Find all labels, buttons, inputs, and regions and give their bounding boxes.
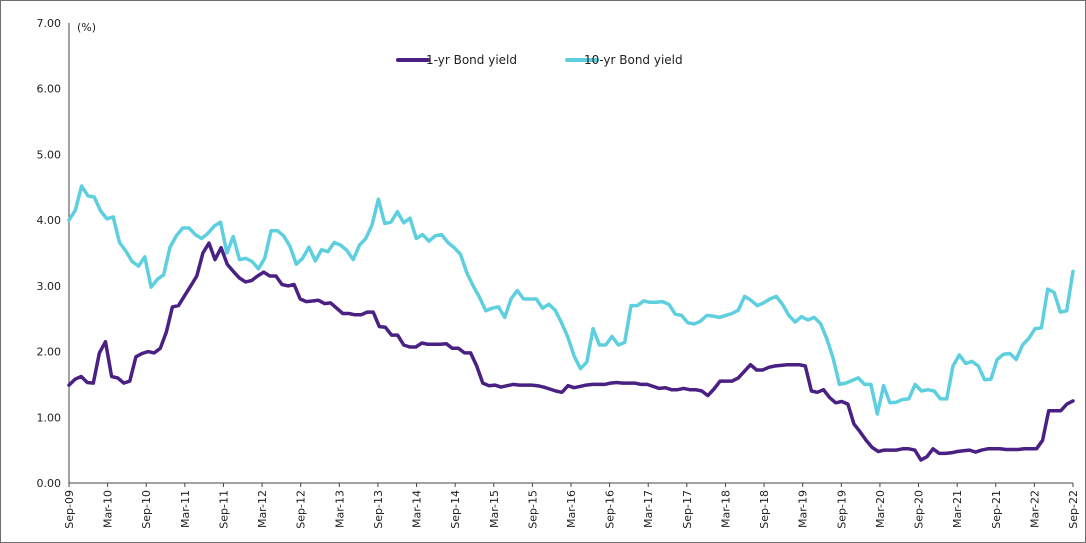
x-tick-label: Sep-11 — [217, 490, 230, 529]
x-axis: Sep-09 Mar-10 Sep-10 Mar-11 Sep-11 Mar-12 Sep-… — [63, 482, 1080, 529]
x-tick-label: Sep-10 — [140, 490, 153, 529]
x-tick-label: Mar-18 — [719, 490, 732, 528]
x-tick-label: Sep-17 — [681, 490, 694, 529]
legend-label-1yr: 1-yr Bond yield — [426, 53, 517, 67]
x-tick-label: Mar-14 — [411, 490, 424, 528]
legend: 1-yr Bond yield 10-yr Bond yield — [396, 53, 683, 67]
x-tick-label: Sep-20 — [913, 490, 926, 529]
x-tick-label: Mar-13 — [333, 490, 346, 528]
x-tick-label: Mar-16 — [565, 490, 578, 528]
x-tick-label: Sep-13 — [372, 490, 385, 529]
series-layer — [67, 184, 1075, 462]
x-tick-label: Mar-21 — [951, 490, 964, 528]
y-tick-label: 7.00 — [37, 17, 62, 30]
x-tick-label: Mar-15 — [488, 490, 501, 528]
x-tick-label: Sep-21 — [990, 490, 1003, 529]
x-tick-label: Mar-10 — [102, 490, 115, 528]
x-tick-label: Sep-22 — [1067, 490, 1080, 529]
x-tick-label: Mar-11 — [179, 490, 192, 528]
x-tick-label: Sep-19 — [835, 490, 848, 529]
x-tick-label: Sep-12 — [295, 490, 308, 529]
series-line-1yr-bond-yield — [67, 241, 1075, 462]
y-tick-label: 0.00 — [37, 477, 62, 490]
x-tick-label: Mar-22 — [1028, 490, 1041, 528]
x-tick-label: Mar-19 — [797, 490, 810, 528]
y-tick-label: 3.00 — [37, 280, 62, 293]
x-tick-label: Sep-18 — [758, 490, 771, 529]
legend-label-10yr: 10-yr Bond yield — [584, 53, 683, 67]
x-tick-label: Sep-09 — [63, 490, 76, 529]
y-tick-label: 2.00 — [37, 346, 62, 359]
x-tick-label: Mar-20 — [874, 490, 887, 528]
x-tick-label: Sep-16 — [604, 490, 617, 529]
y-tick-label: 1.00 — [37, 411, 62, 424]
series-line-10yr-bond-yield — [67, 184, 1075, 416]
x-tick-label: Mar-17 — [642, 490, 655, 528]
x-tick-label: Sep-14 — [449, 490, 462, 529]
y-axis-unit-label: (%) — [77, 21, 96, 34]
y-axis: 0.00 1.00 2.00 3.00 4.00 5.00 6.00 7.00 — [37, 17, 70, 490]
y-tick-label: 6.00 — [37, 83, 62, 96]
y-tick-label: 5.00 — [37, 148, 62, 161]
y-tick-label: 4.00 — [37, 214, 62, 227]
x-tick-label: Mar-12 — [256, 490, 269, 528]
x-tick-label: Sep-15 — [526, 490, 539, 529]
